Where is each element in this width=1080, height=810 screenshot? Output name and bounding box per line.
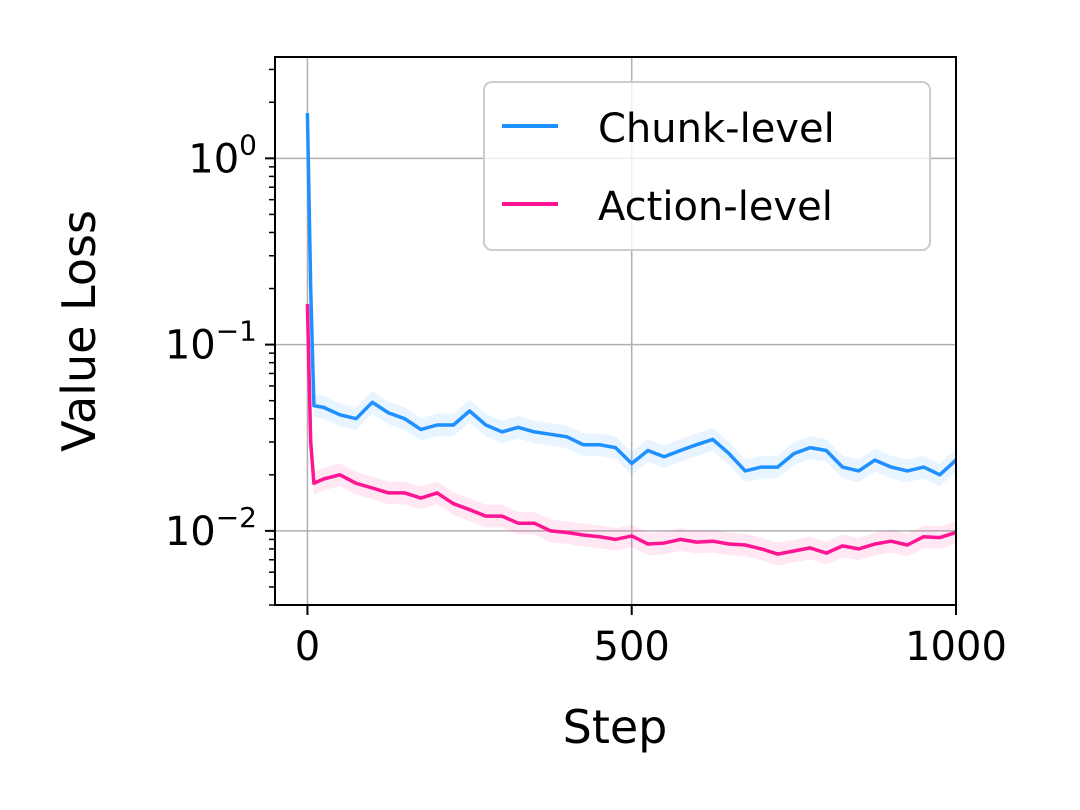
axis-ticks: 0 500 1000 10−2 10−1 100	[165, 68, 1007, 670]
legend-label-action-level: Action-level	[598, 184, 833, 230]
y-axis-title: Value Loss	[52, 210, 106, 452]
y-tick-label: 10−1	[165, 315, 257, 369]
series-bands	[307, 101, 956, 566]
x-tick-label: 1000	[905, 624, 1007, 670]
plot-area-frame	[274, 56, 957, 606]
series-line-chunk-level	[305, 113, 958, 477]
series-lines	[305, 113, 958, 556]
series-line-action-level	[305, 304, 957, 556]
y-tick-label: 100	[188, 128, 257, 182]
series-band-action-level	[307, 292, 956, 566]
legend-frame	[483, 81, 931, 251]
x-tick-label: 500	[594, 624, 670, 670]
y-tick-label: 10−2	[165, 501, 257, 555]
legend: Chunk-level Action-level	[483, 81, 931, 251]
legend-label-chunk-level: Chunk-level	[598, 106, 835, 152]
x-tick-label: 0	[295, 624, 320, 670]
x-axis-title: Step	[563, 700, 668, 754]
